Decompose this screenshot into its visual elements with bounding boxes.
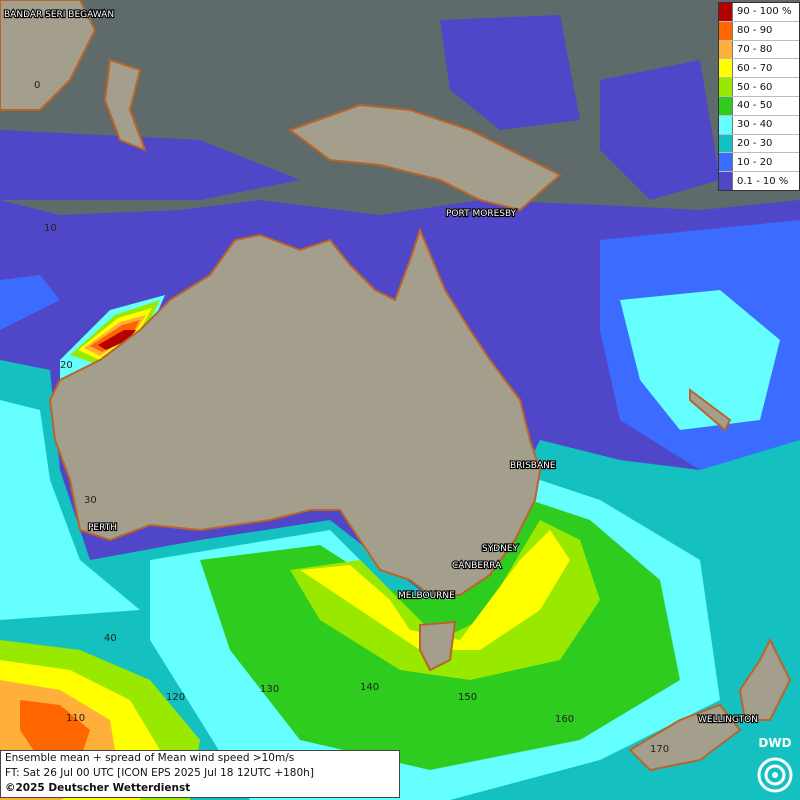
legend-swatch: [719, 96, 733, 115]
lat-labels: 0 10 20 30 40: [34, 80, 117, 644]
legend-row: 10 - 20: [719, 153, 799, 173]
legend-row: 40 - 50: [719, 96, 799, 116]
legend-swatch: [719, 21, 733, 40]
lon-labels: 110 120 130 140 150 160 170: [66, 682, 669, 755]
legend-row: 0.1 - 10 %: [719, 172, 799, 190]
legend-label: 60 - 70: [737, 62, 773, 74]
caption-line-3: ©2025 Deutscher Wetterdienst: [5, 782, 191, 794]
legend-swatch: [719, 115, 733, 134]
legend-row: 80 - 90: [719, 21, 799, 41]
city-label: PORT MORESBY: [446, 209, 517, 219]
logo-text: DWD: [758, 736, 792, 750]
tasmania: [419, 620, 457, 672]
legend-row: 30 - 40: [719, 115, 799, 135]
legend-row: 70 - 80: [719, 40, 799, 60]
legend-label: 70 - 80: [737, 43, 773, 55]
legend-label: 20 - 30: [737, 137, 773, 149]
lat-label: 20: [60, 360, 73, 371]
lon-label: 170: [650, 744, 669, 755]
city-labels: BANDAR SERI BEGAWAN PORT MORESBY BRISBAN…: [3, 9, 759, 726]
legend-row: 60 - 70: [719, 59, 799, 79]
legend-label: 90 - 100 %: [737, 6, 792, 18]
city-label: SYDNEY: [482, 544, 519, 554]
legend-label: 10 - 20: [737, 156, 773, 168]
land-masses: [0, 0, 792, 772]
nz-south-island: [628, 703, 742, 772]
legend-label: 0.1 - 10 %: [737, 175, 789, 187]
city-label: BRISBANE: [510, 461, 556, 471]
australia: [48, 227, 542, 596]
legend-label: 30 - 40: [737, 119, 773, 131]
lon-label: 130: [260, 684, 279, 695]
borneo: [0, 0, 97, 111]
city-label: BANDAR SERI BEGAWAN: [4, 10, 114, 20]
dwd-logo: DWD: [752, 736, 798, 798]
lon-label: 150: [458, 692, 477, 703]
lon-label: 120: [166, 692, 185, 703]
legend-swatch: [719, 40, 733, 59]
caption-line-1: Ensemble mean + spread of Mean wind spee…: [5, 752, 295, 764]
city-label: PERTH: [88, 523, 117, 533]
legend-label: 50 - 60: [737, 81, 773, 93]
city-label: CANBERRA: [452, 561, 502, 571]
legend-swatch: [719, 3, 733, 21]
new-guinea: [287, 103, 562, 212]
legend-row: 90 - 100 %: [719, 3, 799, 22]
map-caption: Ensemble mean + spread of Mean wind spee…: [0, 750, 400, 798]
new-caledonia: [689, 388, 732, 432]
lat-label: 0: [34, 80, 40, 91]
legend-swatch: [719, 78, 733, 96]
nz-north-island: [738, 637, 792, 721]
lat-label: 30: [84, 495, 97, 506]
legend-row: 50 - 60: [719, 78, 799, 97]
lon-label: 140: [360, 682, 379, 693]
legend-swatch: [719, 172, 733, 190]
legend-swatch: [719, 153, 733, 172]
legend-swatch: [719, 134, 733, 153]
lon-label: 110: [66, 713, 85, 724]
city-label: WELLINGTON: [698, 715, 758, 725]
sulawesi: [103, 58, 147, 152]
city-label: MELBOURNE: [398, 591, 455, 601]
legend: 90 - 100 % 80 - 90 70 - 80 60 - 70 50 - …: [718, 2, 800, 191]
lon-label: 160: [555, 714, 574, 725]
legend-label: 80 - 90: [737, 25, 773, 37]
lat-label: 40: [104, 633, 117, 644]
caption-line-2: FT: Sat 26 Jul 00 UTC [ICON EPS 2025 Jul…: [5, 767, 314, 779]
legend-label: 40 - 50: [737, 100, 773, 112]
swirl-icon: [757, 757, 793, 793]
lat-label: 10: [44, 223, 57, 234]
legend-swatch: [719, 59, 733, 78]
legend-row: 20 - 30: [719, 134, 799, 154]
